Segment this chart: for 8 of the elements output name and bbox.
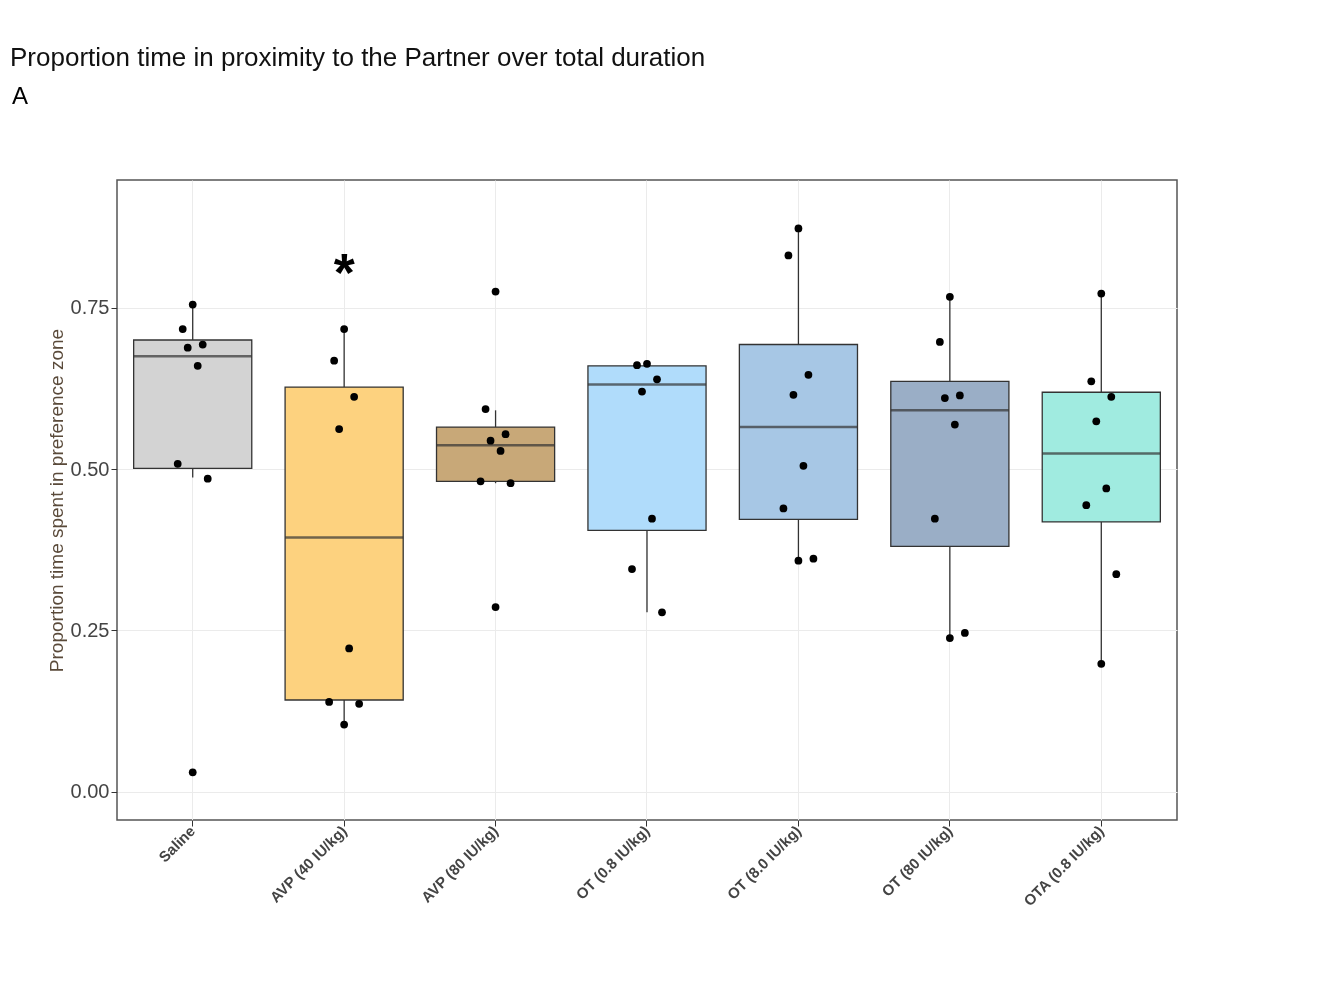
y-axis-title: Proportion time spent in preference zone bbox=[45, 328, 67, 673]
annotation: * bbox=[333, 242, 355, 302]
y-tick-label: 0.00 bbox=[70, 780, 110, 803]
y-tick-label: 0.50 bbox=[70, 457, 110, 480]
y-tick-label: 0.75 bbox=[70, 296, 110, 319]
chart-title: Proportion time in proximity to the Partner over total duration bbox=[10, 42, 706, 72]
text: A bbox=[12, 82, 29, 109]
y-tick-label: 0.25 bbox=[70, 618, 110, 641]
